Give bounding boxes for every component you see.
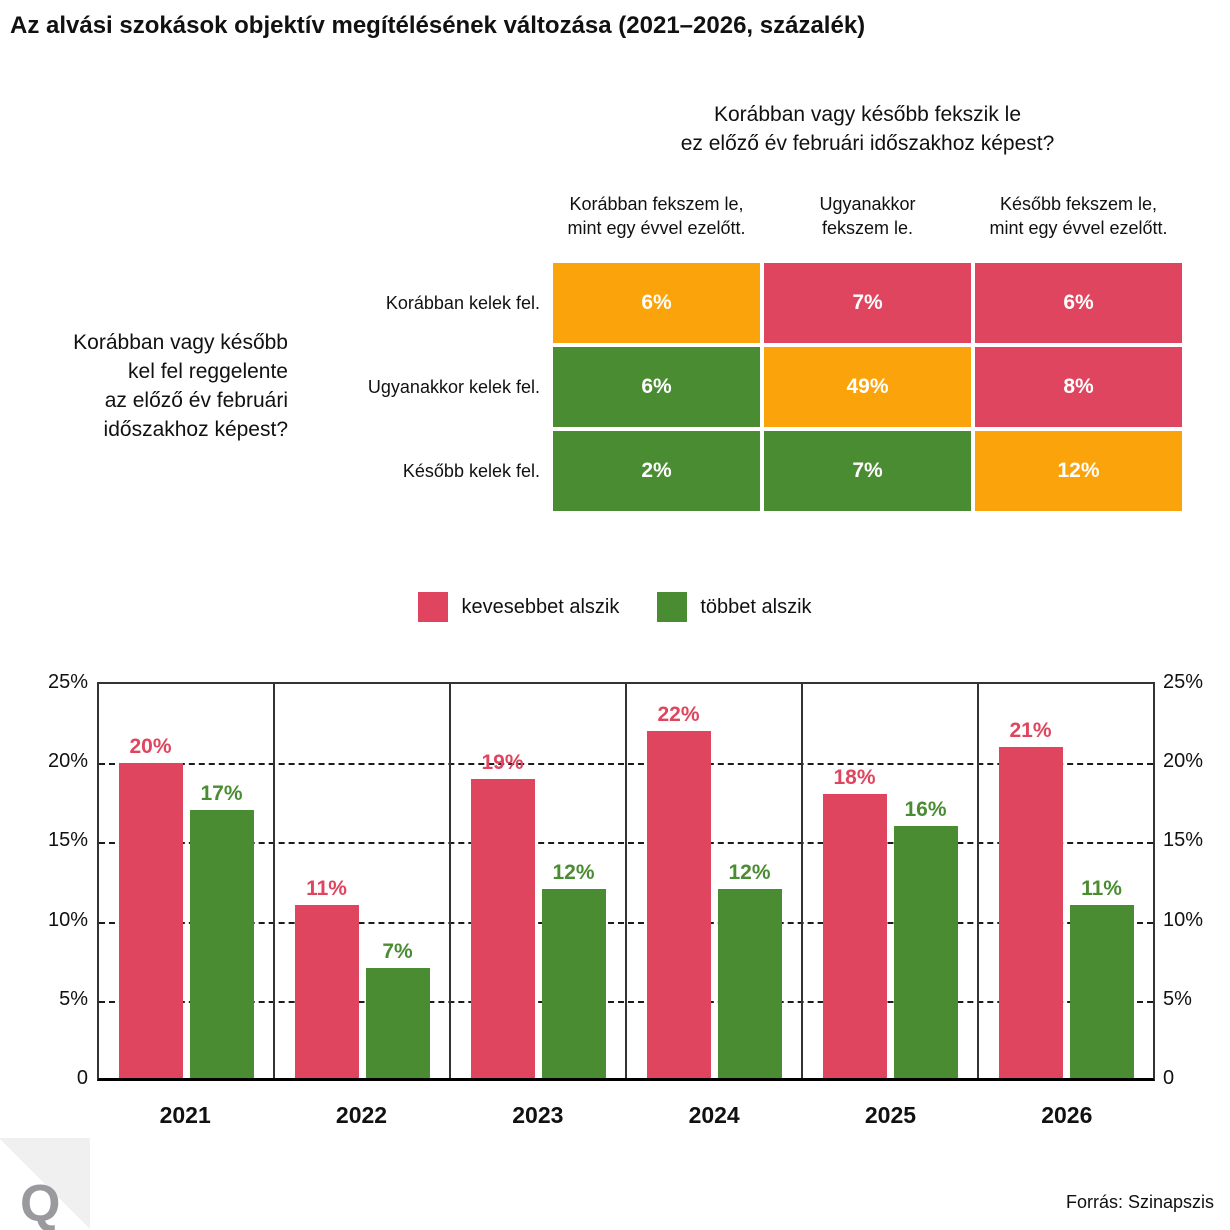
bar-group: 17% <box>189 684 254 1078</box>
bar <box>470 778 535 1078</box>
matrix-cell: 12% <box>975 431 1182 511</box>
y-axis-left: 25% 20% 15% 10% 5% 0 <box>0 671 88 1089</box>
bar <box>998 747 1063 1078</box>
y-tick-label: 15% <box>47 829 88 851</box>
y-tick-label: 5% <box>59 988 88 1010</box>
matrix-cell: 7% <box>764 263 971 343</box>
year-panel: 22% 12% <box>627 684 803 1078</box>
bar-group: 11% <box>1069 684 1134 1078</box>
y-tick-label: 25% <box>47 671 88 693</box>
matrix-column-header: Később fekszem le, mint egy évvel ezelőt… <box>989 194 1168 238</box>
matrix-grid: 6% 7% 6% 6% 49% 8% 2% 7% 12% <box>553 263 1182 511</box>
year-panel: 19% 12% <box>451 684 627 1078</box>
bar-value-label: 17% <box>200 782 243 806</box>
legend-item: többet alszik <box>657 592 812 622</box>
bar-value-label: 7% <box>382 939 413 963</box>
bar-value-label: 16% <box>904 797 947 821</box>
bar-group: 12% <box>717 684 782 1078</box>
bar <box>646 731 711 1078</box>
year-panel: 20% 17% <box>99 684 275 1078</box>
bar <box>189 810 254 1078</box>
legend-label: kevesebbet alszik <box>461 595 620 618</box>
matrix-column-question: Korábban vagy később fekszik le ez előző… <box>680 103 1055 155</box>
y-axis-right: 25% 20% 15% 10% 5% 0 <box>1163 671 1230 1089</box>
year-panel: 21% 11% <box>979 684 1153 1078</box>
bar <box>1069 904 1134 1078</box>
bar-group: 22% <box>646 684 711 1078</box>
bar-group: 21% <box>998 684 1063 1078</box>
matrix-cell: 6% <box>975 263 1182 343</box>
year-label: 2024 <box>688 1102 740 1128</box>
legend-item: kevesebbet alszik <box>418 592 619 622</box>
matrix-row-header: Korábban kelek fel. <box>385 293 540 313</box>
year-label: 2025 <box>864 1102 917 1128</box>
bar <box>294 904 359 1078</box>
matrix-row-question: Korábban vagy később kel fel reggelente … <box>73 331 288 441</box>
y-tick-label: 20% <box>1163 750 1204 772</box>
bar-group: 19% <box>470 684 535 1078</box>
legend-label: többet alszik <box>700 595 812 618</box>
year-label: 2026 <box>1041 1102 1093 1128</box>
matrix-column-header: Korábban fekszem le, mint egy évvel ezel… <box>567 194 746 238</box>
bar-group: 20% <box>118 684 183 1078</box>
bar-value-label: 22% <box>657 703 700 727</box>
matrix-cell: 6% <box>553 263 760 343</box>
bar-group: 12% <box>541 684 606 1078</box>
source-credit: Forrás: Szinapszis <box>1065 1192 1214 1212</box>
bar-value-label: 20% <box>129 734 172 758</box>
bar-group: 16% <box>893 684 958 1078</box>
bar-chart-plot-area: 20% 17% 11% 7% 19% 12% 22% 12% 18% 16% 21% 11% <box>97 682 1155 1081</box>
bar <box>118 762 183 1078</box>
bar-value-label: 18% <box>833 766 876 790</box>
year-label: 2022 <box>335 1102 388 1128</box>
matrix-column-header: Ugyanakkor fekszem le. <box>819 194 916 238</box>
matrix-column-headers: Korábban fekszem le, mint egy évvel ezel… <box>553 192 1182 240</box>
bar <box>717 888 782 1078</box>
matrix-cell: 2% <box>553 431 760 511</box>
y-tick-label: 15% <box>1163 829 1204 851</box>
bar-group: 18% <box>822 684 887 1078</box>
year-panel: 11% 7% <box>275 684 451 1078</box>
bar-value-label: 12% <box>552 860 595 884</box>
legend-swatch-red-icon <box>418 592 449 622</box>
bar-value-label: 21% <box>1009 719 1052 743</box>
y-tick-label: 25% <box>1163 671 1204 693</box>
bar <box>541 888 606 1078</box>
bar-group: 7% <box>365 684 430 1078</box>
bar-value-label: 11% <box>306 876 347 900</box>
qubit-logo: Q <box>0 1138 90 1230</box>
y-tick-label: 0 <box>76 1067 88 1089</box>
y-tick-label: 5% <box>1163 988 1192 1010</box>
bar <box>822 794 887 1078</box>
y-tick-label: 10% <box>1163 909 1204 931</box>
year-label: 2023 <box>512 1102 564 1128</box>
matrix-cell: 8% <box>975 347 1182 427</box>
bar-value-label: 19% <box>481 750 524 774</box>
bar <box>365 967 430 1078</box>
logo-q-letter: Q <box>20 1175 61 1230</box>
year-panel: 18% 16% <box>803 684 979 1078</box>
matrix-cell: 49% <box>764 347 971 427</box>
bar-group: 11% <box>294 684 359 1078</box>
bar-value-label: 11% <box>1081 876 1122 900</box>
y-tick-label: 0 <box>1163 1067 1175 1089</box>
matrix-cell: 7% <box>764 431 971 511</box>
matrix-row-header: Később kelek fel. <box>402 461 540 481</box>
chart-title: Az alvási szokások objektív megítéléséne… <box>10 12 866 39</box>
matrix-row-header: Ugyanakkor kelek fel. <box>367 377 540 397</box>
legend-swatch-green-icon <box>657 592 688 622</box>
matrix-cell: 6% <box>553 347 760 427</box>
year-label: 2021 <box>159 1102 211 1128</box>
y-tick-label: 20% <box>47 750 88 772</box>
y-tick-label: 10% <box>47 909 88 931</box>
bar-value-label: 12% <box>728 860 771 884</box>
bar <box>893 825 958 1078</box>
bar-panels: 20% 17% 11% 7% 19% 12% 22% 12% 18% 16% 21% 11% <box>99 684 1153 1078</box>
year-axis: 2021 2022 2023 2024 2025 2026 <box>97 1102 1155 1129</box>
chart-legend: kevesebbet alszik többet alszik <box>0 592 1230 622</box>
